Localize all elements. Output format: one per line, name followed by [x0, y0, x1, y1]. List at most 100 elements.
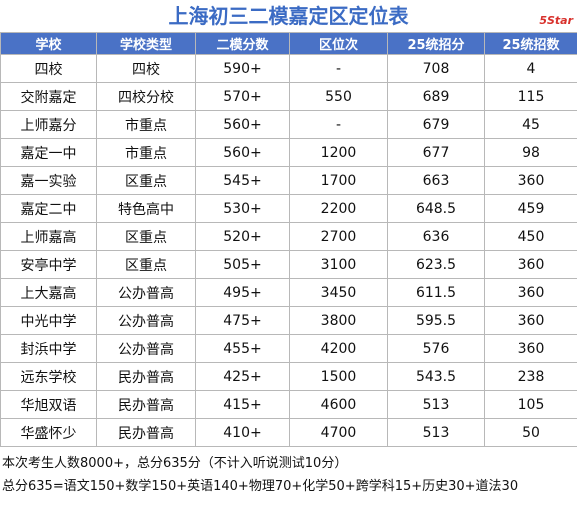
table-cell: 663 — [387, 166, 485, 195]
table-cell: 425+ — [195, 362, 290, 391]
table-cell: 远东学校 — [0, 362, 97, 391]
table-row: 嘉一实验 区重点 545+ 1700 663 360 — [0, 166, 577, 195]
table-cell: 360 — [484, 306, 577, 335]
table-cell: 华盛怀少 — [0, 418, 97, 447]
table-cell: 3450 — [289, 278, 388, 307]
table-cell: 590+ — [195, 54, 290, 83]
table-cell: 嘉一实验 — [0, 166, 97, 195]
table-cell: 495+ — [195, 278, 290, 307]
table-cell: 623.5 — [387, 250, 485, 279]
table-cell: 1700 — [289, 166, 388, 195]
table-row: 华盛怀少 民办普高 410+ 4700 513 50 — [0, 418, 577, 447]
table-row: 华旭双语 民办普高 415+ 4600 513 105 — [0, 390, 577, 419]
table-cell: 543.5 — [387, 362, 485, 391]
table-cell: 四校 — [96, 54, 196, 83]
table-row: 四校 四校 590+ -708 4 — [0, 54, 577, 83]
table-cell: 560+ — [195, 138, 290, 167]
table-cell: 市重点 — [96, 138, 196, 167]
table-cell: 513 — [387, 418, 485, 447]
table-row: 上大嘉高 公办普高 495+ 3450 611.5 360 — [0, 278, 577, 307]
note: 本次考生人数8000+，总分635分（不计入听说测试10分） — [2, 456, 348, 471]
table-row: 上师嘉分 市重点 560+ -679 45 — [0, 110, 577, 139]
table-cell: 648.5 — [387, 194, 485, 223]
table-cell: 公办普高 — [96, 334, 196, 363]
table-cell: 民办普高 — [96, 390, 196, 419]
table-cell: 679 — [387, 110, 485, 139]
table-row: 远东学校 民办普高 425+ 1500 543.5 238 — [0, 362, 577, 391]
table-row: 安亭中学 区重点 505+ 3100 623.5 360 — [0, 250, 577, 279]
table-row: 封浜中学 公办普高 455+ 4200 576 360 — [0, 334, 577, 363]
table-cell: 华旭双语 — [0, 390, 97, 419]
table-cell: 民办普高 — [96, 418, 196, 447]
table-cell: 560+ — [195, 110, 290, 139]
column-header: 二模分数 — [195, 32, 290, 55]
table-cell: 4 — [484, 54, 577, 83]
table-cell: 3100 — [289, 250, 388, 279]
table-cell: 封浜中学 — [0, 334, 97, 363]
table-row: 嘉定一中 市重点 560+ 1200 677 98 — [0, 138, 577, 167]
table-cell: 2700 — [289, 222, 388, 251]
title: 上海初三二模嘉定区定位表 — [168, 4, 409, 28]
table-cell: 公办普高 — [96, 278, 196, 307]
table-cell: 115 — [484, 82, 577, 111]
table-cell: 677 — [387, 138, 485, 167]
table-cell: 上大嘉高 — [0, 278, 97, 307]
table-cell: 特色高中 — [96, 194, 196, 223]
table-cell: 520+ — [195, 222, 290, 251]
table-cell: 4600 — [289, 390, 388, 419]
table-cell: 50 — [484, 418, 577, 447]
table-cell: 安亭中学 — [0, 250, 97, 279]
table-cell: 公办普高 — [96, 306, 196, 335]
table-row: 嘉定二中 特色高中 530+ 2200 648.5 459 — [0, 194, 577, 223]
table-cell: 475+ — [195, 306, 290, 335]
table-cell: 四校 — [0, 54, 97, 83]
column-header: 学校类型 — [96, 32, 196, 55]
table-cell: 交附嘉定 — [0, 82, 97, 111]
table-cell: 530+ — [195, 194, 290, 223]
table-row: 上师嘉高 区重点 520+ 2700 636 450 — [0, 222, 577, 251]
column-header: 区位次 — [289, 32, 388, 55]
table-row: 交附嘉定 四校分校 570+ 550 689 115 — [0, 82, 577, 111]
table-cell: 505+ — [195, 250, 290, 279]
table-cell: 570+ — [195, 82, 290, 111]
table-cell: 455+ — [195, 334, 290, 363]
table-cell: 区重点 — [96, 166, 196, 195]
table-cell: 2200 — [289, 194, 388, 223]
table-cell: 中光中学 — [0, 306, 97, 335]
table-cell: 360 — [484, 166, 577, 195]
table-row: 中光中学 公办普高 475+ 3800 595.5 360 — [0, 306, 577, 335]
table-cell: 上师嘉分 — [0, 110, 97, 139]
table-body: 四校 四校 590+ -708 4 交附嘉定 四校分校 570+ 550 689 115 上师嘉分 市重… — [0, 54, 577, 447]
note: 总分635=语文150+数学150+英语140+物理70+化学50+跨学科15+… — [2, 479, 519, 494]
table-cell: 98 — [484, 138, 577, 167]
table-cell: 区重点 — [96, 250, 196, 279]
table-cell: 嘉定二中 — [0, 194, 97, 223]
table-cell: 410+ — [195, 418, 290, 447]
table-cell: 576 — [387, 334, 485, 363]
column-header: 25统招数 — [484, 32, 577, 55]
header-row: 学校 学校类型 二模分数 区位次 25统招分 25统招数 — [0, 32, 577, 55]
table-cell: 689 — [387, 82, 485, 111]
column-header: 25统招分 — [387, 32, 485, 55]
table-cell: 上师嘉高 — [0, 222, 97, 251]
table-cell: 595.5 — [387, 306, 485, 335]
table-cell: 市重点 — [96, 110, 196, 139]
table-cell: 415+ — [195, 390, 290, 419]
table-cell: 45 — [484, 110, 577, 139]
table-cell: 238 — [484, 362, 577, 391]
logo: 5Star — [539, 14, 573, 27]
table-cell: - — [289, 54, 388, 83]
table-cell: 513 — [387, 390, 485, 419]
table-cell: 450 — [484, 222, 577, 251]
table-cell: 105 — [484, 390, 577, 419]
column-header: 学校 — [0, 32, 97, 55]
table-cell: 区重点 — [96, 222, 196, 251]
table-cell: - — [289, 110, 388, 139]
table-cell: 360 — [484, 334, 577, 363]
table-cell: 4700 — [289, 418, 388, 447]
table-cell: 360 — [484, 278, 577, 307]
table-cell: 4200 — [289, 334, 388, 363]
table-cell: 550 — [289, 82, 388, 111]
table-cell: 1200 — [289, 138, 388, 167]
